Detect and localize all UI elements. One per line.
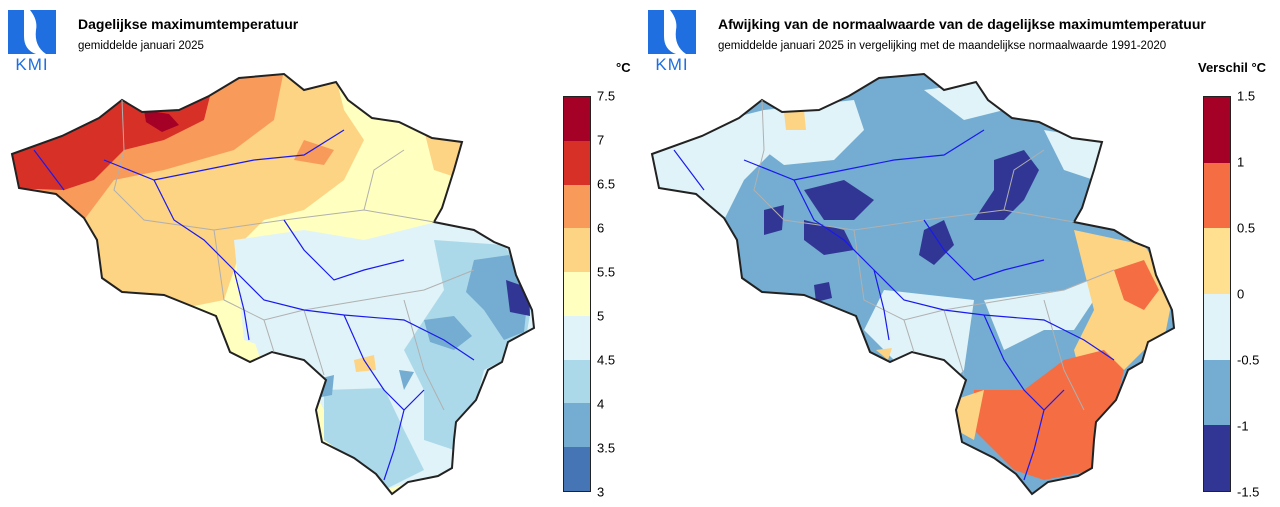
color-legend: [1203, 96, 1231, 492]
legend-swatch: [1204, 228, 1230, 295]
legend-swatch: [564, 315, 590, 360]
anomaly-map: [650, 72, 1176, 496]
legend-swatch: [1204, 359, 1230, 426]
legend-swatch: [564, 447, 590, 492]
legend-tick-label: 5: [597, 308, 605, 324]
kmi-logo: KMI: [8, 10, 56, 72]
legend-tick-label: 6: [597, 220, 605, 236]
legend-tick-label: 3.5: [597, 440, 616, 456]
legend-tick-label: 7.5: [597, 88, 616, 104]
legend-tick-label: 6.5: [597, 176, 616, 192]
legend-tick-label: 0: [1237, 286, 1245, 302]
legend-swatch: [1204, 294, 1230, 360]
legend-swatch: [564, 228, 590, 273]
left-map-panel: KMI Dagelijkse maximumtemperatuur gemidd…: [8, 10, 631, 500]
legend-tick-label: 1: [1237, 154, 1245, 170]
legend-unit: °C: [616, 60, 631, 75]
legend-tick-label: -0.5: [1237, 352, 1260, 368]
map-subtitle: gemiddelde januari 2025: [78, 40, 204, 52]
legend-swatch: [1204, 425, 1230, 492]
legend-swatch: [1204, 97, 1230, 163]
color-legend: [563, 96, 591, 492]
map-title: Dagelijkse maximumtemperatuur: [78, 16, 299, 32]
legend-swatch: [564, 403, 590, 448]
map-title: Afwijking van de normaalwaarde van de da…: [718, 16, 1206, 32]
svg-text:KMI: KMI: [15, 55, 48, 72]
legend-swatch: [564, 140, 590, 185]
map-subtitle: gemiddelde januari 2025 in vergelijking …: [718, 40, 1167, 52]
legend-swatch: [564, 272, 590, 316]
legend-tick-label: -1: [1237, 418, 1249, 434]
legend-swatch: [564, 184, 590, 229]
legend-swatch: [564, 97, 590, 141]
legend-tick-label: -1.5: [1237, 484, 1260, 500]
legend-swatch: [1204, 162, 1230, 229]
right-map-panel: KMI Afwijking van de normaalwaarde van d…: [640, 0, 1280, 507]
legend-swatch: [564, 359, 590, 404]
legend-tick-label: 3: [597, 484, 605, 500]
legend-tick-label: 4.5: [597, 352, 616, 368]
legend-tick-label: 4: [597, 396, 605, 412]
legend-unit: Verschil °C: [1198, 60, 1267, 75]
legend-tick-label: 7: [597, 132, 605, 148]
legend-tick-label: 0.5: [1237, 220, 1256, 236]
temperature-map: [10, 72, 536, 496]
svg-text:KMI: KMI: [655, 55, 688, 72]
kmi-logo: KMI: [648, 10, 696, 72]
legend-tick-label: 1.5: [1237, 88, 1256, 104]
legend-tick-label: 5.5: [597, 264, 616, 280]
